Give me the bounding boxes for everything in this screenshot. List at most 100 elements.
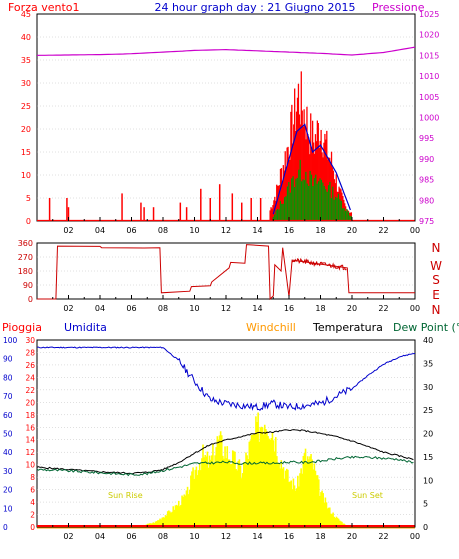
dir-label-s: S (432, 273, 440, 287)
temp-x-tick-label: 04 (95, 532, 105, 541)
wind-y-tick: 25 (21, 102, 31, 111)
humidity-y-tick: 50 (3, 430, 13, 439)
rain-y-tick: 0 (30, 523, 35, 532)
wind-y-tick: 35 (21, 56, 31, 65)
dir-x-tick-label: 14 (252, 304, 262, 313)
humidity-line (36, 346, 416, 411)
chart-title: 24 hour graph day : 21 Giugno 2015 (154, 1, 355, 14)
dir-x-tick-label: 10 (189, 304, 199, 313)
wind-gust-line (272, 123, 351, 215)
dir-x-tick-label: 16 (284, 304, 294, 313)
dir-x-tick-label: 12 (221, 304, 231, 313)
pressure-y-tick: 995 (419, 134, 434, 143)
pressure-label: Pressione (372, 1, 425, 14)
rain-y-tick: 2 (30, 511, 35, 520)
rain-y-tick: 14 (25, 436, 35, 445)
wind-y-tick: 0 (26, 217, 31, 226)
wind-y-tick: 15 (21, 148, 31, 157)
pressure-y-tick: 1005 (419, 93, 439, 102)
wind-direction-line (37, 244, 415, 301)
temp-y-tick: 40 (423, 336, 433, 345)
wind-x-tick-label: 14 (252, 226, 262, 235)
dir-x-tick-label: 20 (347, 304, 357, 313)
sunrise-annotation: Sun Rise (108, 491, 143, 500)
pressure-y-tick: 1025 (419, 10, 439, 19)
pressure-y-tick: 1010 (419, 72, 439, 81)
humidity-label: Umidita (64, 321, 107, 334)
rain-y-tick: 18 (25, 411, 35, 420)
rain-y-tick: 30 (25, 336, 35, 345)
windchill-label: Windchill (246, 321, 296, 334)
wind-x-tick-label: 16 (284, 226, 294, 235)
wind-x-tick-label: 08 (158, 226, 168, 235)
temp-y-tick: 15 (423, 453, 433, 462)
wind-direction-noise (291, 257, 347, 271)
rain-y-tick: 8 (30, 473, 35, 482)
rain-y-tick: 22 (25, 386, 35, 395)
dir-label-n-bottom: N (432, 303, 441, 317)
dir-x-tick-label: 22 (378, 304, 388, 313)
rain-y-tick: 20 (25, 398, 35, 407)
humidity-y-tick: 70 (3, 392, 13, 401)
pressure-y-tick: 985 (419, 176, 434, 185)
wind-y-tick: 40 (21, 33, 31, 42)
dir-x-tick-label: 06 (126, 304, 136, 313)
humidity-y-tick: 40 (3, 448, 13, 457)
humidity-y-tick: 20 (3, 486, 13, 495)
dir-label-n-top: N (432, 241, 441, 255)
temp-x-tick-label: 18 (315, 532, 325, 541)
dewpoint-line (36, 455, 414, 477)
temp-x-tick-label: 06 (126, 532, 136, 541)
wind-panel-label: Forza vento1 (8, 1, 80, 14)
dir-y-tick: 360 (18, 239, 33, 248)
rain-y-tick: 16 (25, 423, 35, 432)
temp-y-tick: 25 (423, 406, 433, 415)
temp-y-tick: 0 (423, 523, 428, 532)
rain-y-tick: 26 (25, 361, 35, 370)
dir-x-tick-label: 04 (95, 304, 105, 313)
temp-x-tick-label: 02 (63, 532, 73, 541)
rain-y-tick: 28 (25, 348, 35, 357)
humidity-y-tick: 30 (3, 467, 13, 476)
wind-y-tick: 45 (21, 10, 31, 19)
temp-y-tick: 30 (423, 383, 433, 392)
rain-y-tick: 4 (30, 498, 35, 507)
dir-x-tick-label: 18 (315, 304, 325, 313)
dir-label-w: W (430, 259, 442, 273)
temp-x-tick-label: 16 (284, 532, 294, 541)
temperature-label: Temperatura (312, 321, 383, 334)
pressure-line (36, 46, 416, 56)
temp-y-tick: 5 (423, 500, 428, 509)
rain-y-tick: 24 (25, 373, 35, 382)
pressure-y-tick: 1015 (419, 51, 439, 60)
temp-x-tick-label: 20 (347, 532, 357, 541)
wind-x-tick-label: 18 (315, 226, 325, 235)
dir-y-tick: 90 (23, 281, 33, 290)
rain-y-tick: 10 (25, 461, 35, 470)
dir-y-tick: 270 (18, 253, 33, 262)
temp-x-tick-label: 22 (378, 532, 388, 541)
wind-x-tick-label: 02 (63, 226, 73, 235)
pressure-y-tick: 1000 (419, 114, 439, 123)
temp-y-tick: 35 (423, 359, 433, 368)
rain-y-tick: 6 (30, 486, 35, 495)
dir-x-tick-label: 00 (410, 304, 420, 313)
dir-x-tick-label: 08 (158, 304, 168, 313)
wind-x-tick-label: 22 (378, 226, 388, 235)
temp-x-tick-label: 10 (189, 532, 199, 541)
pressure-y-tick: 1020 (419, 31, 439, 40)
pressure-y-tick: 990 (419, 155, 434, 164)
dir-y-tick: 0 (28, 295, 33, 304)
wind-y-tick: 5 (26, 194, 31, 203)
humidity-y-tick: 0 (3, 523, 8, 532)
temp-x-tick-label: 00 (410, 532, 420, 541)
temp-x-tick-label: 12 (221, 532, 231, 541)
wind-y-tick: 20 (21, 125, 31, 134)
sunset-annotation: Sun Set (352, 491, 383, 500)
rain-label: Pioggia (2, 321, 42, 334)
humidity-y-tick: 90 (3, 355, 13, 364)
wind-y-tick: 10 (21, 171, 31, 180)
temp-x-tick-label: 08 (158, 532, 168, 541)
temp-x-tick-label: 14 (252, 532, 262, 541)
